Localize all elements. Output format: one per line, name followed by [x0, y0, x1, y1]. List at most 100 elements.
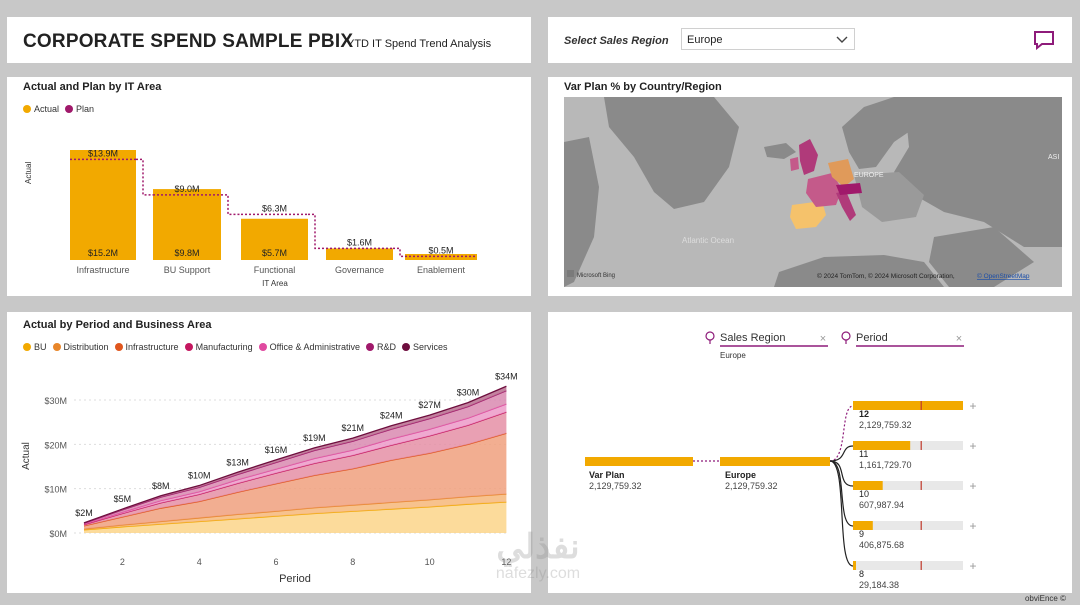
total-label: $8M [152, 481, 170, 491]
data-label-actual: $9.8M [174, 248, 199, 258]
legend-item[interactable]: Office & Administrative [258, 342, 360, 352]
legend-item[interactable]: R&D [366, 342, 396, 352]
root-label: Var Plan [589, 470, 625, 480]
period-label: 8 [859, 569, 864, 579]
expand-plus-icon[interactable]: + [969, 399, 976, 413]
tree-connector [829, 405, 854, 462]
level1-bar [720, 457, 830, 466]
filter-header[interactable]: Period × [841, 331, 964, 347]
map-attribution-osm-link[interactable]: © OpenStreetMap [977, 272, 1030, 280]
x-axis-title: Period [279, 573, 311, 585]
legend-item[interactable]: Services [402, 342, 448, 352]
europe-map[interactable]: EUROPE Atlantic Ocean ASI Microsoft Bing… [564, 97, 1062, 287]
x-tick-label: 2 [120, 557, 125, 567]
legend-label: Distribution [63, 342, 109, 352]
bing-logo-icon [567, 270, 574, 277]
period-label: 10 [859, 489, 869, 499]
total-label: $21M [342, 423, 365, 433]
map-label-europe: EUROPE [854, 172, 884, 179]
level1-label: Europe [725, 470, 756, 480]
comment-icon[interactable] [1033, 30, 1055, 50]
area-series [84, 386, 507, 524]
legend-item-plan[interactable]: Plan [65, 104, 94, 114]
header-panel: CORPORATE SPEND SAMPLE PBIX YTD IT Spend… [7, 17, 531, 63]
expand-plus-icon[interactable]: + [969, 479, 976, 493]
period-value: 406,875.68 [859, 540, 904, 550]
bar-actual [70, 150, 136, 260]
category-label: Infrastructure [76, 265, 129, 275]
area-chart: $0M $10M $20M $30M Actual $2M $5M $8M $10M $13M $1… [21, 371, 518, 585]
total-label: $24M [380, 411, 403, 421]
tree-connector [829, 445, 854, 462]
chevron-down-icon [836, 36, 848, 43]
plan-connector [308, 213, 326, 250]
legend-item[interactable]: Manufacturing [184, 342, 253, 352]
map-label-atlantic: Atlantic Ocean [682, 236, 734, 245]
map-label-asia: ASI [1048, 154, 1059, 161]
legend-item[interactable]: BU [23, 342, 47, 352]
bar-chart: Actual $13.9M $15.2M Infrastructure $9.0M $9.… [24, 148, 477, 288]
bar-actual [153, 189, 221, 260]
plan-connector [393, 247, 405, 258]
total-label: $5M [114, 494, 132, 504]
map-attribution-copyright: © 2024 TomTom, © 2024 Microsoft Corporat… [817, 272, 955, 280]
legend-item-actual[interactable]: Actual [23, 104, 59, 114]
total-label: $16M [265, 445, 288, 455]
expand-plus-icon[interactable]: + [969, 519, 976, 533]
actual-by-period-panel: Actual by Period and Business Area BU Dis… [7, 312, 531, 593]
x-tick-label: 10 [425, 557, 435, 567]
tree-connector [829, 460, 854, 567]
legend-dot [52, 343, 61, 351]
x-axis-title: IT Area [262, 279, 288, 288]
category-label: Functional [254, 265, 296, 275]
period-bar-fill [853, 521, 873, 530]
data-label-plan: $0.5M [428, 245, 453, 255]
plan-connector [136, 158, 153, 196]
period-bar-fill [853, 441, 911, 450]
period-value: 2,129,759.32 [859, 420, 912, 430]
root-value: 2,129,759.32 [589, 481, 642, 491]
category-label: BU Support [164, 265, 211, 275]
total-label: $19M [303, 433, 326, 443]
legend-label: BU [34, 342, 47, 352]
filter-label: Period [856, 332, 888, 344]
legend-dot [402, 343, 411, 351]
legend-dot [184, 343, 193, 351]
legend-label: Office & Administrative [269, 342, 360, 352]
plan-connector [221, 194, 241, 216]
x-tick-label: 4 [197, 557, 202, 567]
x-tick-label: 8 [350, 557, 355, 567]
legend-item[interactable]: Infrastructure [114, 342, 179, 352]
total-label: $30M [457, 388, 480, 398]
total-label: $34M [495, 371, 518, 381]
area-series-line [83, 385, 507, 524]
period-value: 607,987.94 [859, 500, 904, 510]
slicer-panel: Select Sales Region Europe [548, 17, 1072, 63]
region-dropdown[interactable]: Europe [681, 28, 855, 50]
data-label-plan: $9.0M [174, 184, 199, 194]
area-series [84, 390, 507, 525]
expand-plus-icon[interactable]: + [969, 559, 976, 573]
legend-label: Manufacturing [195, 342, 253, 352]
x-tick-label: 12 [501, 557, 511, 567]
filter-header[interactable]: Sales Region × Europe [705, 331, 828, 360]
map-title: Var Plan % by Country/Region [564, 81, 722, 93]
y-axis-title: Actual [21, 442, 32, 470]
legend-item[interactable]: Distribution [52, 342, 109, 352]
tree-connector [829, 460, 854, 487]
period-bar-track [853, 521, 963, 530]
data-label-plan: $6.3M [262, 203, 287, 213]
area-series [84, 493, 507, 530]
total-label: $27M [418, 400, 441, 410]
actual-plan-chart-panel: Actual and Plan by IT Area Actual Plan A… [7, 77, 531, 296]
tree-connector [829, 460, 854, 527]
period-value: 1,161,729.70 [859, 460, 912, 470]
chart-title: Actual and Plan by IT Area [23, 81, 162, 93]
data-label-plan: $1.6M [347, 237, 372, 247]
page-title: CORPORATE SPEND SAMPLE PBIX [23, 31, 354, 52]
data-label-actual: $5.7M [262, 248, 287, 258]
area-chart-title: Actual by Period and Business Area [23, 319, 212, 331]
page-subtitle: YTD IT Spend Trend Analysis [347, 38, 492, 50]
filter-label: Sales Region [720, 332, 785, 344]
expand-plus-icon[interactable]: + [969, 439, 976, 453]
